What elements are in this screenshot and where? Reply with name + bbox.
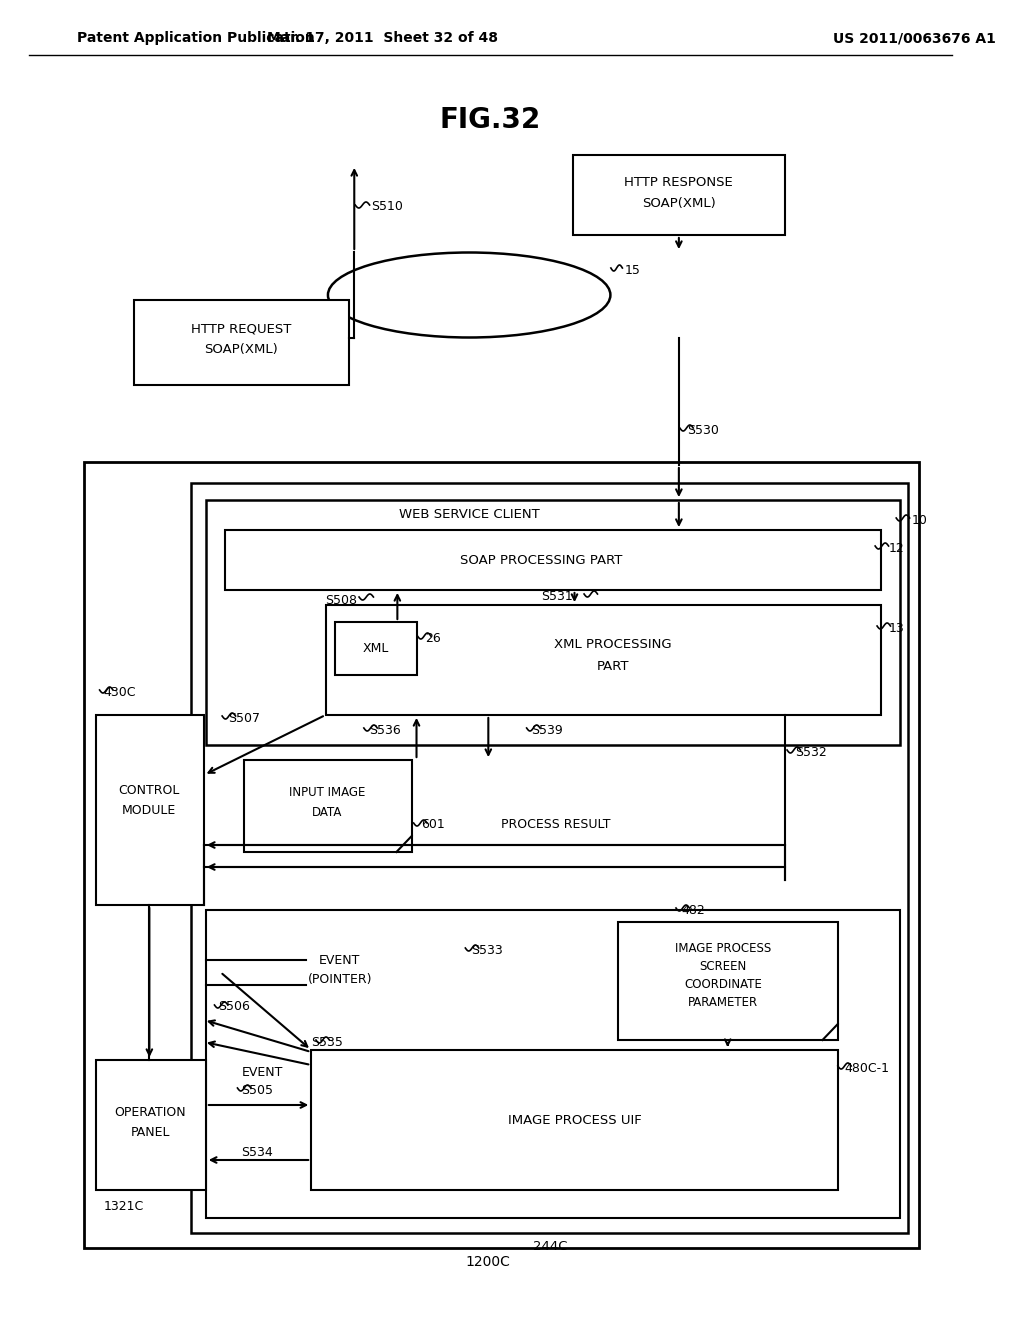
Text: SOAP(XML): SOAP(XML) [642, 197, 716, 210]
Bar [311, 1049, 838, 1191]
Text: DATA: DATA [312, 807, 343, 820]
Bar [96, 715, 204, 906]
Text: Patent Application Publication: Patent Application Publication [77, 30, 314, 45]
Text: 482: 482 [682, 903, 706, 916]
Text: EVENT: EVENT [319, 953, 360, 966]
Bar [134, 300, 349, 385]
Text: S535: S535 [311, 1035, 343, 1048]
Text: XML PROCESSING: XML PROCESSING [554, 639, 672, 652]
Text: INPUT IMAGE: INPUT IMAGE [289, 787, 366, 800]
Text: PROCESS RESULT: PROCESS RESULT [501, 818, 610, 832]
Text: EVENT: EVENT [242, 1065, 283, 1078]
Text: S531: S531 [541, 590, 572, 602]
Text: 15: 15 [625, 264, 640, 276]
Text: FIG.32: FIG.32 [439, 106, 541, 135]
Text: IMAGE PROCESS: IMAGE PROCESS [675, 941, 771, 954]
Text: SOAP(XML): SOAP(XML) [205, 343, 279, 356]
Text: S533: S533 [471, 944, 503, 957]
Text: S510: S510 [372, 201, 403, 214]
Text: S507: S507 [228, 711, 260, 725]
Text: 1200C: 1200C [466, 1255, 511, 1269]
Text: HTTP REQUEST: HTTP REQUEST [191, 322, 292, 335]
Ellipse shape [328, 252, 610, 338]
Text: S534: S534 [242, 1147, 273, 1159]
Bar [572, 154, 785, 235]
Text: 601: 601 [421, 818, 445, 832]
Text: 10: 10 [911, 513, 928, 527]
Text: S506: S506 [218, 1001, 250, 1014]
Text: S539: S539 [531, 723, 563, 737]
Text: SCREEN: SCREEN [699, 960, 746, 973]
Bar [206, 500, 900, 744]
Bar [225, 531, 881, 590]
Text: 1321C: 1321C [103, 1200, 143, 1213]
Text: 480C-1: 480C-1 [845, 1061, 890, 1074]
Text: MODULE: MODULE [122, 804, 176, 817]
Text: PART: PART [597, 660, 629, 673]
Bar [96, 1060, 206, 1191]
Text: US 2011/0063676 A1: US 2011/0063676 A1 [833, 30, 996, 45]
Text: OPERATION: OPERATION [115, 1106, 186, 1118]
Text: PARAMETER: PARAMETER [688, 995, 758, 1008]
Text: S530: S530 [687, 424, 719, 437]
Bar [191, 483, 907, 1233]
Bar [84, 462, 920, 1247]
Text: XML: XML [362, 642, 388, 655]
Text: (POINTER): (POINTER) [307, 974, 372, 986]
Bar [244, 760, 412, 851]
Text: COORDINATE: COORDINATE [684, 978, 762, 990]
Bar [206, 909, 900, 1218]
Text: SOAP PROCESSING PART: SOAP PROCESSING PART [460, 553, 623, 566]
Text: CONTROL: CONTROL [119, 784, 180, 796]
Text: Mar. 17, 2011  Sheet 32 of 48: Mar. 17, 2011 Sheet 32 of 48 [267, 30, 499, 45]
Text: PANEL: PANEL [131, 1126, 170, 1138]
Text: S505: S505 [242, 1084, 273, 1097]
Text: IMAGE PROCESS UIF: IMAGE PROCESS UIF [508, 1114, 641, 1126]
Text: 26: 26 [425, 631, 441, 644]
Text: S536: S536 [369, 723, 400, 737]
Text: 430C: 430C [103, 685, 136, 698]
Text: 12: 12 [889, 541, 904, 554]
Text: S532: S532 [795, 746, 826, 759]
Text: 13: 13 [889, 622, 904, 635]
Bar [326, 605, 881, 715]
Text: S508: S508 [326, 594, 357, 606]
Text: WEB SERVICE CLIENT: WEB SERVICE CLIENT [398, 508, 540, 521]
Text: 244C: 244C [534, 1239, 568, 1253]
Bar [617, 921, 838, 1040]
Bar [335, 622, 417, 675]
Text: HTTP RESPONSE: HTTP RESPONSE [625, 177, 733, 190]
